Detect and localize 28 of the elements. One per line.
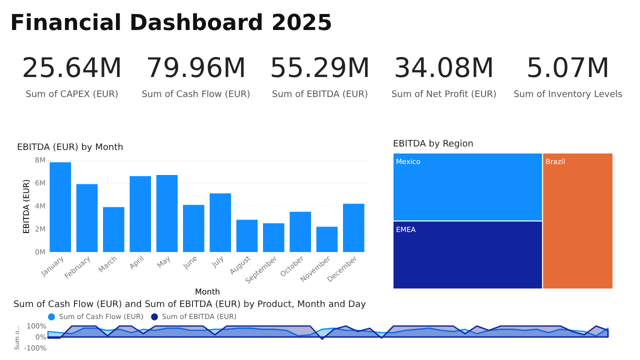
- bar: [210, 193, 231, 252]
- text: 25.64M: [22, 53, 122, 84]
- chart-title: EBITDA (EUR) by Month: [17, 143, 124, 153]
- text: 79.96M: [146, 53, 246, 84]
- bar: [183, 204, 204, 252]
- bar: [103, 207, 124, 252]
- text: Sum of CAPEX (EUR): [26, 90, 118, 100]
- bar: [236, 220, 258, 252]
- text: 34.08M: [394, 53, 494, 84]
- text: Sum of EBITDA (EUR): [272, 90, 368, 100]
- text: 55.29M: [270, 53, 370, 84]
- bar: [50, 162, 71, 252]
- text: Sum of Inventory Levels: [514, 90, 623, 100]
- x-axis-title: Month: [194, 288, 220, 297]
- bar: [316, 226, 338, 252]
- bar: [343, 204, 364, 252]
- bar: [156, 174, 178, 252]
- bar: [263, 223, 284, 252]
- bar: [76, 184, 98, 252]
- text: Financial Dashboard 2025: [10, 11, 332, 36]
- bar: [130, 176, 151, 252]
- text: Sum of Net Profit (EUR): [391, 90, 497, 100]
- y-axis-title: EBITDA (EUR): [22, 179, 32, 234]
- text: 5.07M: [526, 53, 610, 84]
- text: EBITDA by Region: [393, 140, 474, 150]
- bar: [290, 212, 311, 252]
- text: Sum of Cash Flow (EUR): [142, 90, 250, 100]
- chart-title: Sum of Cash Flow (EUR) and Sum of EBITDA (EUR) by Product, Month and Day: [13, 300, 367, 310]
